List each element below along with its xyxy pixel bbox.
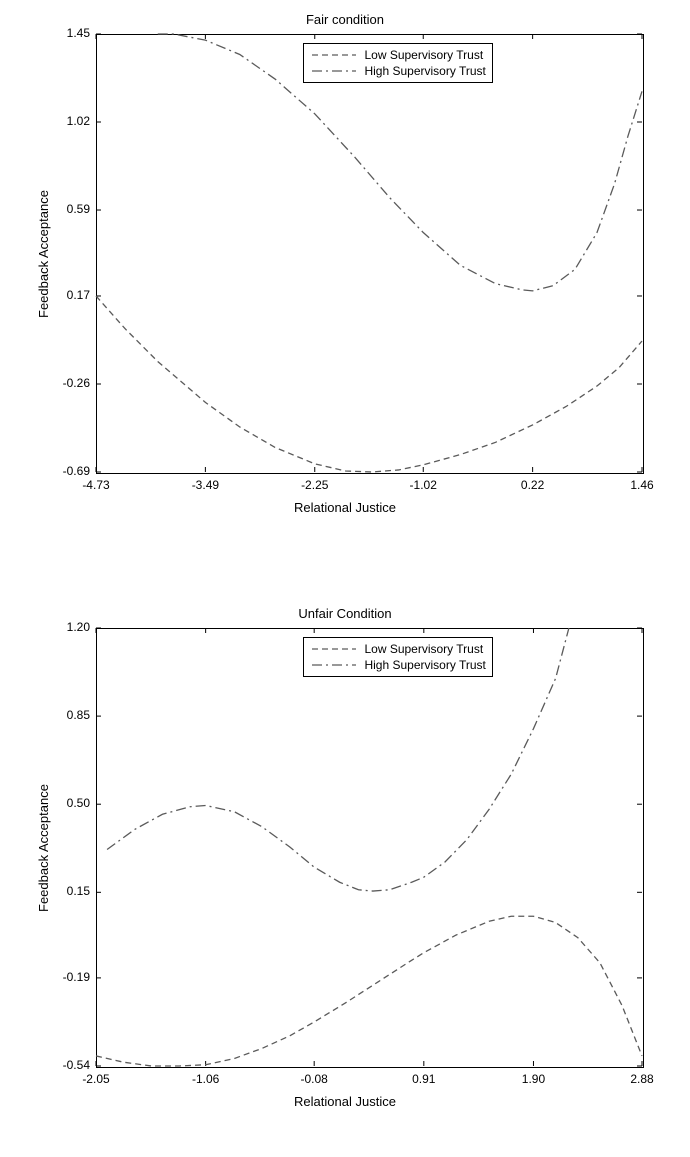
legend: Low Supervisory Trust High Supervisory Tr… (303, 637, 492, 677)
x-tick-label: 0.22 (508, 478, 558, 492)
legend-row: High Supervisory Trust (310, 657, 485, 673)
y-tick-label: 0.50 (46, 796, 90, 810)
x-tick-label: -3.49 (180, 478, 230, 492)
legend-label: High Supervisory Trust (364, 658, 485, 672)
legend-label: Low Supervisory Trust (364, 642, 483, 656)
legend-swatch (310, 47, 358, 63)
y-tick-label: -0.54 (46, 1058, 90, 1072)
y-tick-label: 0.59 (46, 202, 90, 216)
y-tick-label: -0.26 (46, 376, 90, 390)
x-tick-label: -4.73 (71, 478, 121, 492)
legend-row: Low Supervisory Trust (310, 47, 485, 63)
legend-label: Low Supervisory Trust (364, 48, 483, 62)
y-tick-label: 1.45 (46, 26, 90, 40)
legend-row: High Supervisory Trust (310, 63, 485, 79)
x-tick-label: 0.91 (399, 1072, 449, 1086)
legend-label: High Supervisory Trust (364, 64, 485, 78)
legend-swatch (310, 641, 358, 657)
x-axis-label: Relational Justice (0, 500, 690, 515)
plot-area (96, 628, 644, 1068)
y-tick-label: 0.17 (46, 288, 90, 302)
x-tick-label: 2.88 (617, 1072, 667, 1086)
y-tick-label: 0.15 (46, 884, 90, 898)
plot-area (96, 34, 644, 474)
y-tick-label: 1.02 (46, 114, 90, 128)
legend-swatch (310, 63, 358, 79)
legend-swatch (310, 657, 358, 673)
x-tick-label: -1.02 (398, 478, 448, 492)
y-tick-label: -0.19 (46, 970, 90, 984)
chart-title: Unfair Condition (0, 606, 690, 621)
x-tick-label: -2.05 (71, 1072, 121, 1086)
x-axis-label: Relational Justice (0, 1094, 690, 1109)
y-tick-label: 1.20 (46, 620, 90, 634)
x-tick-label: -0.08 (289, 1072, 339, 1086)
y-tick-label: 0.85 (46, 708, 90, 722)
x-tick-label: 1.46 (617, 478, 667, 492)
x-tick-label: -2.25 (290, 478, 340, 492)
legend: Low Supervisory Trust High Supervisory Tr… (303, 43, 492, 83)
x-tick-label: -1.06 (181, 1072, 231, 1086)
legend-row: Low Supervisory Trust (310, 641, 485, 657)
y-tick-label: -0.69 (46, 464, 90, 478)
chart-title: Fair condition (0, 12, 690, 27)
x-tick-label: 1.90 (508, 1072, 558, 1086)
